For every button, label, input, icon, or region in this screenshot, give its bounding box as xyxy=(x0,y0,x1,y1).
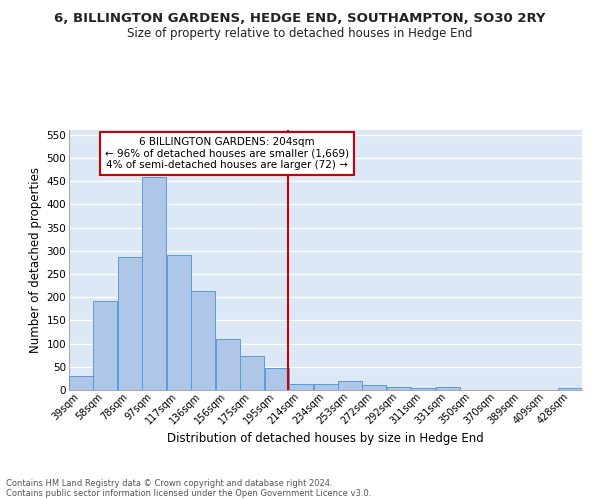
Text: Contains public sector information licensed under the Open Government Licence v3: Contains public sector information licen… xyxy=(6,488,371,498)
Bar xyxy=(93,302,117,390)
Bar xyxy=(387,387,411,390)
Bar xyxy=(362,386,386,390)
Text: Contains HM Land Registry data © Crown copyright and database right 2024.: Contains HM Land Registry data © Crown c… xyxy=(6,478,332,488)
X-axis label: Distribution of detached houses by size in Hedge End: Distribution of detached houses by size … xyxy=(167,432,484,445)
Bar xyxy=(436,387,460,390)
Bar xyxy=(338,380,362,390)
Bar xyxy=(69,376,93,390)
Text: 6, BILLINGTON GARDENS, HEDGE END, SOUTHAMPTON, SO30 2RY: 6, BILLINGTON GARDENS, HEDGE END, SOUTHA… xyxy=(54,12,546,26)
Bar xyxy=(558,388,582,390)
Bar xyxy=(142,177,166,390)
Bar xyxy=(118,257,142,390)
Bar xyxy=(240,356,264,390)
Bar xyxy=(216,339,240,390)
Text: Size of property relative to detached houses in Hedge End: Size of property relative to detached ho… xyxy=(127,28,473,40)
Bar xyxy=(265,368,289,390)
Text: 6 BILLINGTON GARDENS: 204sqm
← 96% of detached houses are smaller (1,669)
4% of : 6 BILLINGTON GARDENS: 204sqm ← 96% of de… xyxy=(105,137,349,170)
Bar xyxy=(289,384,313,390)
Bar xyxy=(191,291,215,390)
Bar xyxy=(167,256,191,390)
Y-axis label: Number of detached properties: Number of detached properties xyxy=(29,167,43,353)
Bar xyxy=(411,388,435,390)
Bar xyxy=(314,384,338,390)
